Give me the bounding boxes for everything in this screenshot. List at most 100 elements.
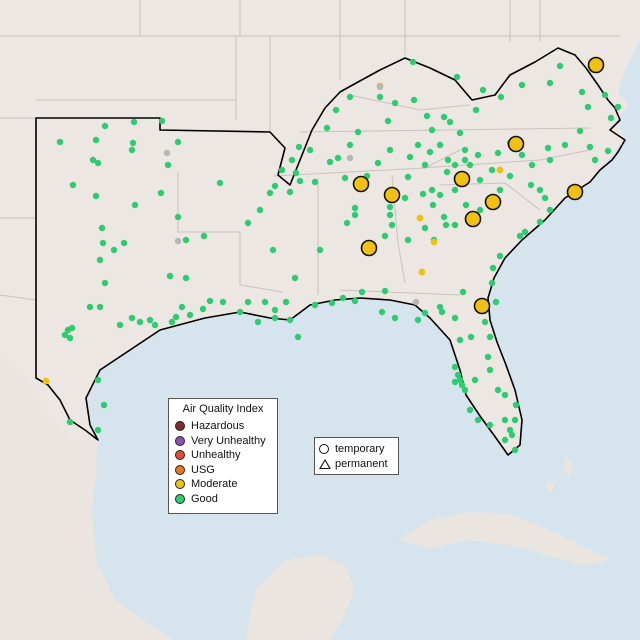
good-station-marker — [326, 158, 334, 166]
moderate-small-station-marker — [430, 238, 438, 246]
good-station-marker — [288, 156, 296, 164]
cuba-landmass — [398, 512, 610, 565]
good-station-marker — [501, 416, 509, 424]
good-station-marker — [456, 129, 464, 137]
good-station-marker — [130, 118, 138, 126]
good-station-marker — [410, 96, 418, 104]
good-station-marker — [354, 128, 362, 136]
state-border — [419, 149, 591, 169]
good-station-marker — [436, 141, 444, 149]
good-station-marker — [479, 86, 487, 94]
good-station-marker — [423, 112, 431, 120]
good-station-marker — [69, 181, 77, 189]
good-station-marker — [266, 189, 274, 197]
good-station-marker — [110, 246, 118, 254]
good-station-marker — [378, 308, 386, 316]
good-station-marker — [101, 122, 109, 130]
moderate-temporary-monitor-marker — [360, 239, 378, 257]
legend-label: Hazardous — [191, 420, 245, 433]
good-station-marker — [92, 192, 100, 200]
legend-label: Moderate — [191, 478, 238, 491]
yucatan-landmass — [245, 555, 355, 640]
good-station-marker — [182, 236, 190, 244]
legend-item-good: Good — [175, 492, 271, 507]
good-station-marker — [453, 73, 461, 81]
good-station-marker — [409, 58, 417, 66]
good-station-marker — [96, 256, 104, 264]
good-station-marker — [458, 381, 466, 389]
good-station-marker — [518, 81, 526, 89]
good-station-marker — [601, 91, 609, 99]
good-station-marker — [436, 191, 444, 199]
good-station-marker — [429, 201, 437, 209]
legend-label: Very Unhealthy — [191, 434, 266, 447]
good-station-marker — [244, 219, 252, 227]
good-station-marker — [386, 211, 394, 219]
good-station-marker — [461, 156, 469, 164]
good-station-marker — [391, 99, 399, 107]
legend-label: USG — [191, 463, 215, 476]
legend-item-unhealthy: Unhealthy — [175, 448, 271, 463]
good-station-marker — [100, 401, 108, 409]
good-station-marker — [472, 106, 480, 114]
good-station-marker — [381, 232, 389, 240]
good-station-marker — [501, 391, 509, 399]
good-station-marker — [328, 299, 336, 307]
bahamas-island — [546, 480, 554, 492]
good-station-marker — [527, 181, 535, 189]
good-station-marker — [494, 386, 502, 394]
good-station-marker — [486, 421, 494, 429]
good-station-marker — [351, 211, 359, 219]
good-station-marker — [291, 274, 299, 282]
legend-item-moderate: Moderate — [175, 477, 271, 492]
good-station-marker — [99, 239, 107, 247]
good-station-marker — [546, 206, 554, 214]
good-station-marker — [466, 161, 474, 169]
good-station-marker — [440, 113, 448, 121]
good-station-marker — [295, 143, 303, 151]
good-station-marker — [96, 303, 104, 311]
good-station-marker — [488, 166, 496, 174]
good-station-marker — [506, 172, 514, 180]
good-station-marker — [586, 143, 594, 151]
good-station-marker — [157, 189, 165, 197]
no-data-station-marker — [376, 83, 384, 91]
good-station-marker — [61, 331, 69, 339]
good-station-marker — [66, 334, 74, 342]
good-station-marker — [182, 274, 190, 282]
moderate-temporary-monitor-marker — [566, 183, 584, 201]
good-station-marker — [174, 213, 182, 221]
very-unhealthy-swatch — [175, 435, 185, 446]
good-station-marker — [476, 206, 484, 214]
good-station-marker — [501, 436, 509, 444]
good-station-marker — [516, 232, 524, 240]
good-station-marker — [174, 138, 182, 146]
good-station-marker — [391, 314, 399, 322]
state-border — [349, 94, 471, 111]
good-station-marker — [488, 279, 496, 287]
good-station-marker — [506, 426, 514, 434]
good-station-marker — [544, 144, 552, 152]
good-station-marker — [546, 79, 554, 87]
good-station-marker — [492, 298, 500, 306]
good-station-marker — [386, 203, 394, 211]
good-station-marker — [546, 156, 554, 164]
good-station-marker — [178, 303, 186, 311]
us-landmass — [0, 0, 640, 455]
good-station-marker — [512, 401, 520, 409]
good-station-marker — [419, 190, 427, 198]
good-station-marker — [199, 305, 207, 313]
good-station-marker — [474, 416, 482, 424]
good-station-marker — [346, 141, 354, 149]
moderate-swatch — [175, 479, 185, 490]
good-station-marker — [576, 127, 584, 135]
moderate-temporary-monitor-marker — [507, 135, 525, 153]
good-station-marker — [86, 303, 94, 311]
good-station-marker — [556, 62, 564, 70]
good-station-marker — [271, 314, 279, 322]
good-station-marker — [89, 156, 97, 164]
good-station-marker — [428, 186, 436, 194]
good-station-marker — [68, 324, 76, 332]
good-station-marker — [271, 306, 279, 314]
